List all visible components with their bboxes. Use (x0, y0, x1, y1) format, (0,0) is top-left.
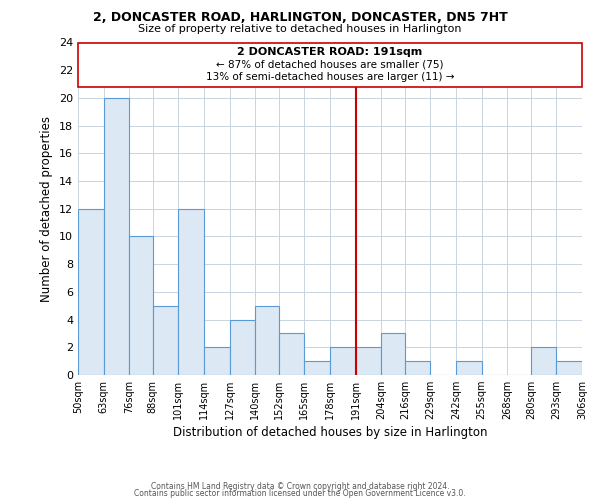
Bar (178, 209, 204, 375)
X-axis label: Distribution of detached houses by size in Harlington: Distribution of detached houses by size … (173, 426, 487, 440)
Text: 2 DONCASTER ROAD: 191sqm: 2 DONCASTER ROAD: 191sqm (238, 46, 422, 56)
Bar (129, 236, 153, 375)
Bar (456, 361, 482, 375)
Text: Size of property relative to detached houses in Harlington: Size of property relative to detached ho… (138, 24, 462, 34)
Bar (531, 348, 556, 375)
Text: 13% of semi-detached houses are larger (11) →: 13% of semi-detached houses are larger (… (206, 72, 454, 82)
Bar (556, 361, 582, 375)
Bar (104, 98, 129, 375)
Bar (330, 348, 356, 375)
Bar (381, 334, 405, 375)
Y-axis label: Number of detached properties: Number of detached properties (40, 116, 53, 302)
Bar (356, 348, 381, 375)
Bar (153, 306, 178, 375)
Bar (304, 361, 330, 375)
Bar (230, 320, 255, 375)
FancyBboxPatch shape (78, 42, 582, 87)
Bar (78, 209, 104, 375)
Text: Contains public sector information licensed under the Open Government Licence v3: Contains public sector information licen… (134, 488, 466, 498)
Text: ← 87% of detached houses are smaller (75): ← 87% of detached houses are smaller (75… (216, 59, 444, 69)
Bar (405, 361, 430, 375)
Bar (255, 306, 279, 375)
Text: 2, DONCASTER ROAD, HARLINGTON, DONCASTER, DN5 7HT: 2, DONCASTER ROAD, HARLINGTON, DONCASTER… (92, 11, 508, 24)
Bar (204, 348, 230, 375)
Text: Contains HM Land Registry data © Crown copyright and database right 2024.: Contains HM Land Registry data © Crown c… (151, 482, 449, 491)
Bar (279, 334, 304, 375)
